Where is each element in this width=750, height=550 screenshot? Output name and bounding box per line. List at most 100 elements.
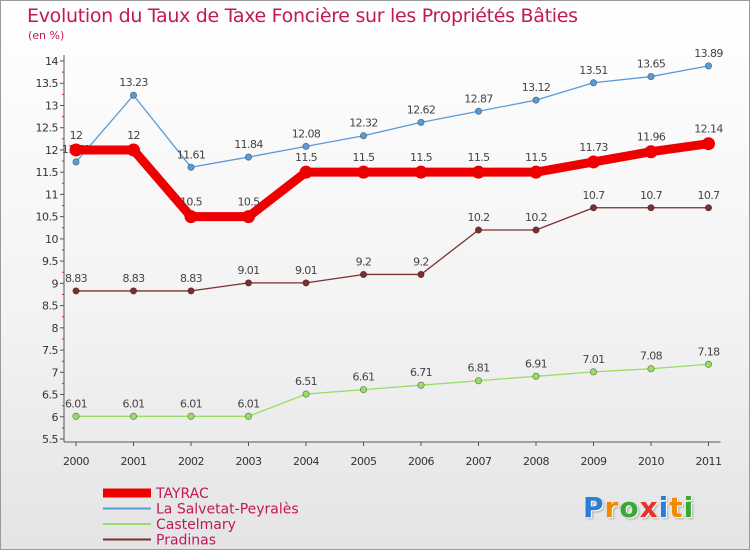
data-label: 12 xyxy=(127,129,140,142)
logo-letter: P xyxy=(583,491,605,524)
x-tick-label: 2001 xyxy=(121,455,147,468)
data-point xyxy=(704,62,713,70)
logo-letter: r xyxy=(604,491,620,524)
y-tick-label: 13 xyxy=(45,99,58,112)
data-point xyxy=(359,270,368,279)
data-point xyxy=(589,204,598,212)
data-point xyxy=(244,153,253,161)
data-point xyxy=(359,386,368,394)
data-label: 6.61 xyxy=(352,371,374,384)
data-point xyxy=(244,412,253,420)
data-label: 8.83 xyxy=(65,272,88,285)
data-label: 6.01 xyxy=(237,397,259,410)
data-label: 10.5 xyxy=(237,196,260,209)
data-label: 6.71 xyxy=(410,366,432,379)
y-tick-label: 10 xyxy=(45,233,58,246)
y-tick-label: 9 xyxy=(52,277,59,290)
data-label: 12.14 xyxy=(694,123,723,136)
data-label: 11.5 xyxy=(410,151,433,164)
y-tick-label: 13.5 xyxy=(36,77,59,90)
data-point xyxy=(242,210,255,224)
data-point xyxy=(532,96,540,104)
data-point xyxy=(474,226,483,234)
y-tick-label: 8.5 xyxy=(42,300,58,313)
data-point xyxy=(589,368,598,376)
data-label: 11.5 xyxy=(352,151,375,164)
data-point xyxy=(414,165,428,179)
data-point xyxy=(474,107,483,115)
data-label: 6.91 xyxy=(525,357,547,370)
data-point xyxy=(127,143,140,157)
data-point xyxy=(72,412,80,420)
data-label: 11.61 xyxy=(177,148,206,161)
logo-letter: i xyxy=(658,491,670,524)
data-label: 10.7 xyxy=(697,189,720,202)
data-label: 6.01 xyxy=(65,397,87,410)
data-point xyxy=(647,204,655,212)
data-label: 11.96 xyxy=(637,131,666,144)
data-label: 13.89 xyxy=(694,47,723,60)
x-tick-label: 2009 xyxy=(581,455,607,468)
data-label: 10.5 xyxy=(180,196,203,209)
y-tick-label: 7 xyxy=(52,366,59,379)
data-label: 11.73 xyxy=(579,141,608,154)
data-point xyxy=(184,210,198,224)
x-tick-label: 2007 xyxy=(466,455,492,468)
series-line-3 xyxy=(75,207,710,292)
data-point xyxy=(187,287,195,295)
series-line-0 xyxy=(71,139,713,222)
data-point xyxy=(244,279,253,287)
data-label: 11.84 xyxy=(234,138,263,151)
data-point xyxy=(187,163,195,171)
data-point xyxy=(357,165,370,179)
data-label: 7.18 xyxy=(697,345,720,358)
y-tick-label: 12 xyxy=(45,144,58,157)
data-label: 13.65 xyxy=(637,58,666,71)
x-tick-label: 2000 xyxy=(63,455,89,468)
logo-letter: x xyxy=(639,491,659,524)
data-point xyxy=(129,412,138,420)
data-point xyxy=(72,287,80,295)
data-label: 12.87 xyxy=(464,92,493,105)
series-line-2 xyxy=(75,363,710,417)
data-point xyxy=(704,204,713,212)
y-tick-label: 5.5 xyxy=(42,433,58,446)
chart-title: Evolution du Taux de Taxe Foncière sur l… xyxy=(27,5,578,27)
data-point xyxy=(417,270,425,279)
data-point xyxy=(702,137,715,151)
y-tick-label: 6 xyxy=(52,411,59,424)
data-label: 9.01 xyxy=(237,264,259,277)
data-label: 9.01 xyxy=(295,264,317,277)
legend-label: Pradinas xyxy=(156,533,216,549)
data-label: 12 xyxy=(70,129,83,142)
data-point xyxy=(302,142,310,150)
y-tick-label: 14 xyxy=(45,55,58,68)
y-tick-label: 8 xyxy=(52,322,59,335)
y-tick-label: 12.5 xyxy=(36,122,59,135)
data-label: 6.01 xyxy=(180,397,202,410)
data-point xyxy=(647,365,655,373)
y-tick-label: 11 xyxy=(45,188,58,201)
data-point xyxy=(532,372,540,380)
data-label: 9.2 xyxy=(413,255,429,268)
data-label: 10.2 xyxy=(525,211,547,224)
data-label: 10.7 xyxy=(582,189,605,202)
x-tick-label: 2006 xyxy=(408,455,434,468)
data-point xyxy=(472,165,485,179)
data-point xyxy=(589,79,598,87)
logo-letter: t xyxy=(669,491,684,524)
data-point xyxy=(129,91,138,99)
data-label: 11.5 xyxy=(525,151,548,164)
data-label: 8.83 xyxy=(180,272,203,285)
y-tick-label: 7.5 xyxy=(42,344,58,357)
chart-unit-label: (en %) xyxy=(28,29,65,42)
data-point xyxy=(474,377,483,385)
legend-label: La Salvetat-Peyralès xyxy=(156,502,299,518)
data-label: 10.2 xyxy=(467,211,489,224)
data-label: 11.5 xyxy=(295,151,318,164)
x-tick-label: 2008 xyxy=(523,455,549,468)
proxiti-logo: Proxiti xyxy=(583,491,694,524)
series-line-1 xyxy=(75,65,710,168)
